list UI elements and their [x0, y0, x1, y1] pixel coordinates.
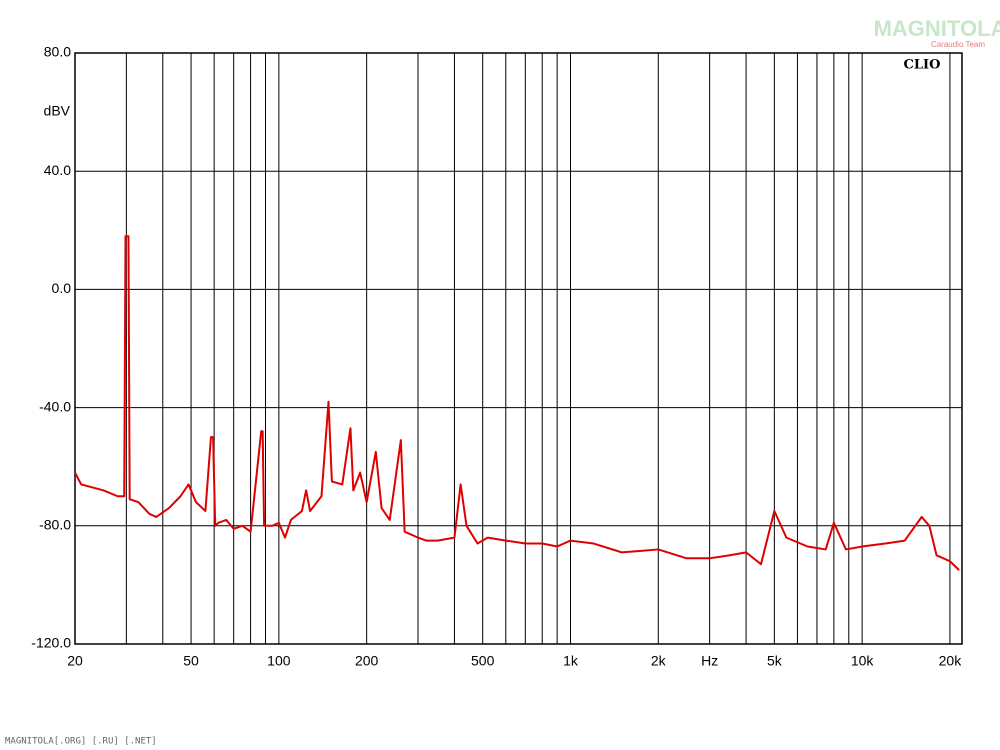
x-tick-label: 100: [267, 653, 291, 669]
y-tick-label: -80.0: [39, 517, 71, 533]
x-tick-label: 500: [471, 653, 495, 669]
y-tick-label: -120.0: [31, 635, 71, 651]
x-tick-label: 10k: [851, 653, 875, 669]
y-axis-label: dBV: [44, 103, 71, 119]
brand: CLIO: [904, 58, 941, 73]
x-tick-label: 50: [183, 653, 199, 669]
x-tick-label: 2k: [651, 653, 667, 669]
x-tick-label: 5k: [767, 653, 783, 669]
y-tick-label: 0.0: [52, 280, 72, 296]
x-tick-label: Hz: [701, 653, 718, 669]
x-tick-label: 200: [355, 653, 379, 669]
spectrum-line: [74, 235, 960, 571]
watermark-sub: Caraudio Team: [931, 40, 985, 49]
y-tick-label: -40.0: [39, 398, 71, 414]
x-tick-label: 1k: [563, 653, 579, 669]
y-tick-label: 40.0: [44, 162, 71, 178]
plot-frame: [74, 52, 963, 645]
footer: MAGNITOLA[.ORG] [.RU] [.NET]: [5, 737, 157, 747]
x-tick-label: 20: [67, 653, 83, 669]
x-tick-label: 20k: [939, 653, 963, 669]
watermark: MAGNITOLA: [874, 16, 1000, 41]
y-tick-label: 80.0: [44, 44, 71, 60]
